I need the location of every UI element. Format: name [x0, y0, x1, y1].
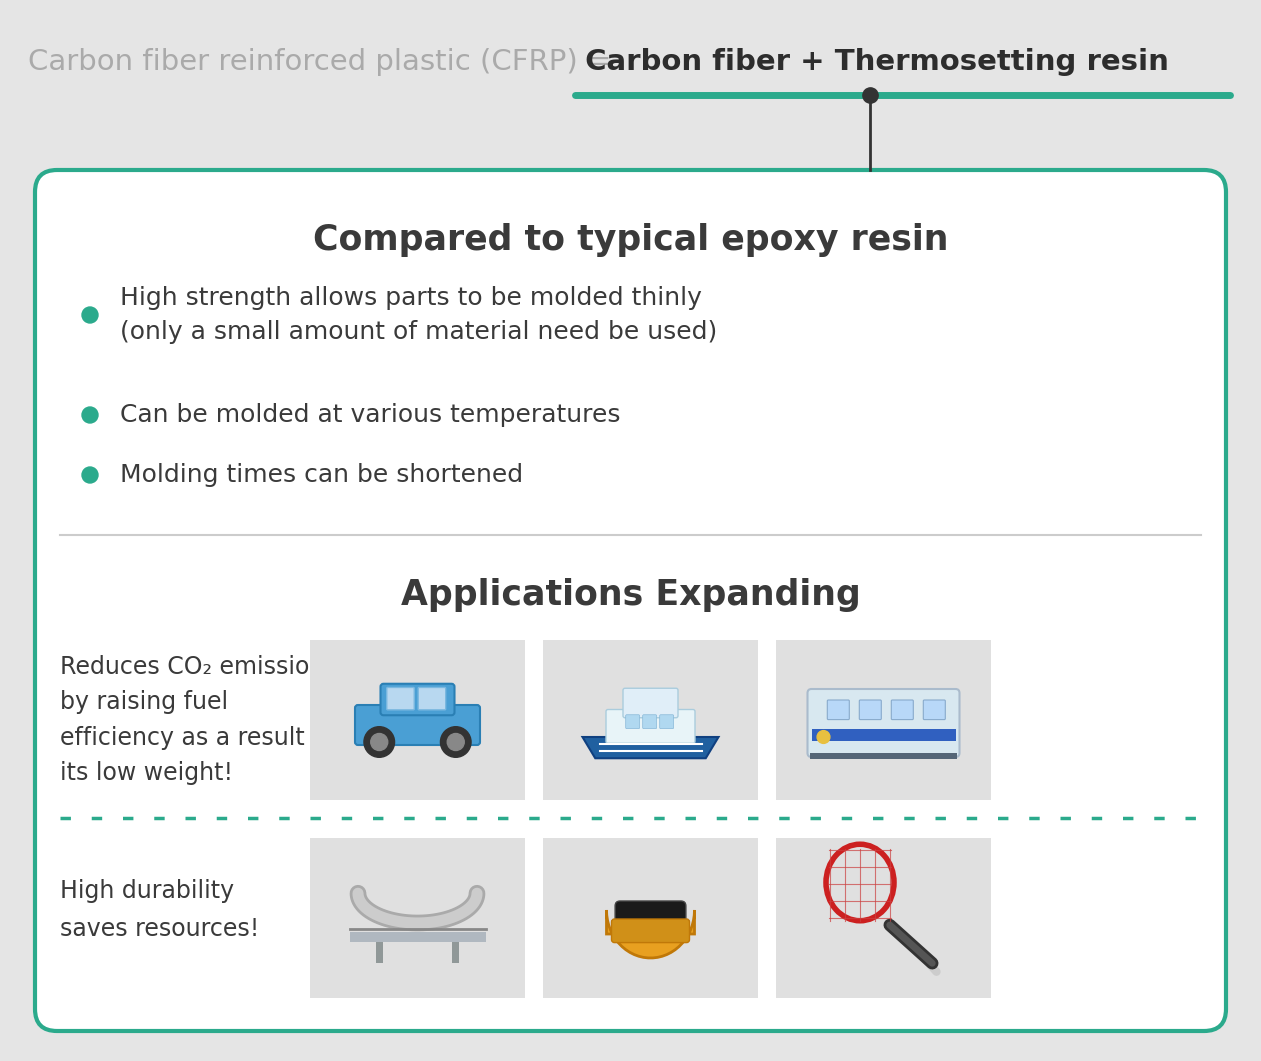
Circle shape — [82, 407, 98, 423]
FancyBboxPatch shape — [376, 942, 382, 963]
FancyBboxPatch shape — [381, 683, 454, 715]
FancyBboxPatch shape — [625, 715, 639, 729]
FancyBboxPatch shape — [827, 700, 850, 719]
FancyBboxPatch shape — [543, 640, 758, 800]
Text: High strength allows parts to be molded thinly
(only a small amount of material : High strength allows parts to be molded … — [120, 286, 718, 344]
Circle shape — [364, 727, 395, 758]
Text: Carbon fiber + Thermosetting resin: Carbon fiber + Thermosetting resin — [575, 48, 1169, 76]
Circle shape — [82, 467, 98, 483]
FancyBboxPatch shape — [615, 901, 686, 941]
FancyBboxPatch shape — [859, 700, 881, 719]
Circle shape — [817, 731, 830, 744]
FancyBboxPatch shape — [310, 838, 525, 998]
FancyBboxPatch shape — [810, 753, 957, 760]
FancyBboxPatch shape — [660, 715, 673, 729]
FancyBboxPatch shape — [419, 688, 445, 710]
Text: Applications Expanding: Applications Expanding — [401, 578, 860, 612]
FancyBboxPatch shape — [356, 705, 480, 745]
Circle shape — [82, 307, 98, 323]
FancyBboxPatch shape — [643, 715, 657, 729]
FancyBboxPatch shape — [776, 838, 991, 998]
Text: High durability
saves resources!: High durability saves resources! — [61, 880, 260, 941]
Text: Carbon fiber reinforced plastic (CFRP) =: Carbon fiber reinforced plastic (CFRP) = — [28, 48, 612, 76]
Polygon shape — [583, 737, 719, 759]
FancyBboxPatch shape — [812, 729, 956, 741]
Text: Can be molded at various temperatures: Can be molded at various temperatures — [120, 403, 620, 427]
Circle shape — [371, 733, 387, 750]
FancyBboxPatch shape — [349, 932, 485, 942]
Circle shape — [440, 727, 472, 758]
Text: Molding times can be shortened: Molding times can be shortened — [120, 463, 523, 487]
FancyBboxPatch shape — [776, 640, 991, 800]
Circle shape — [448, 733, 464, 750]
FancyBboxPatch shape — [453, 942, 459, 963]
FancyBboxPatch shape — [607, 710, 695, 744]
FancyBboxPatch shape — [387, 688, 415, 710]
FancyBboxPatch shape — [807, 689, 960, 756]
FancyBboxPatch shape — [892, 700, 913, 719]
Text: Reduces CO₂ emissions
by raising fuel
efficiency as a result of
its low weight!: Reduces CO₂ emissions by raising fuel ef… — [61, 655, 337, 785]
Polygon shape — [607, 910, 695, 958]
FancyBboxPatch shape — [623, 689, 678, 717]
FancyBboxPatch shape — [310, 640, 525, 800]
FancyBboxPatch shape — [35, 170, 1226, 1031]
FancyBboxPatch shape — [923, 700, 946, 719]
Text: Compared to typical epoxy resin: Compared to typical epoxy resin — [313, 223, 948, 257]
FancyBboxPatch shape — [543, 838, 758, 998]
FancyBboxPatch shape — [612, 919, 690, 942]
